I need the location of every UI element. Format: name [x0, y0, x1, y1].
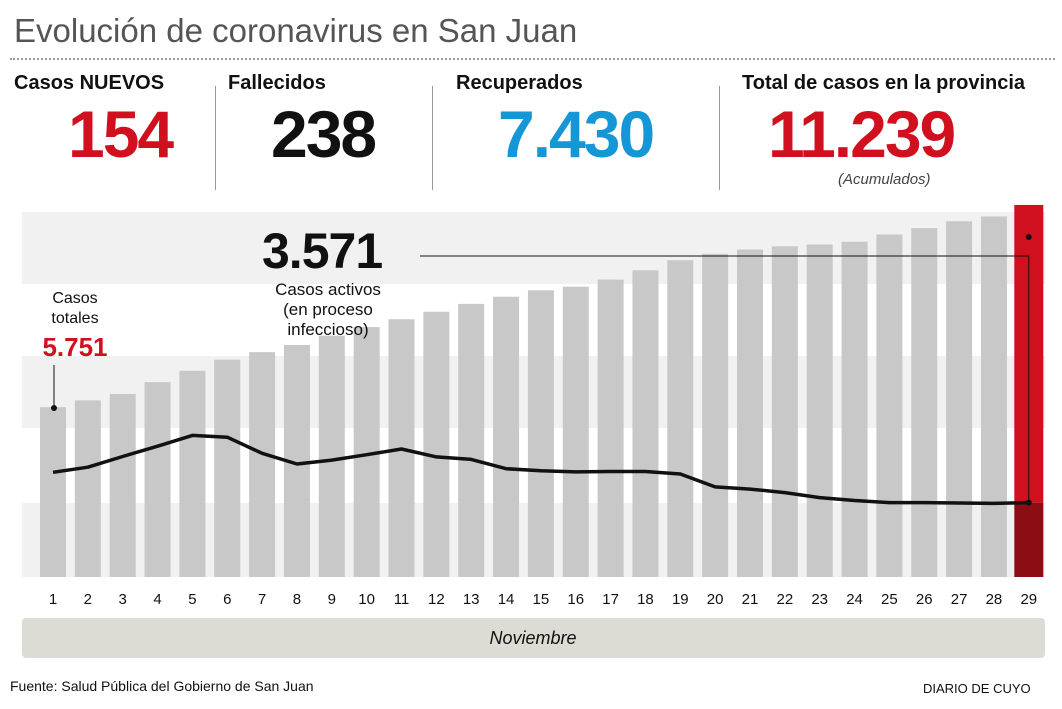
x-tick-label: 16 — [567, 591, 584, 608]
x-tick-label: 1 — [49, 591, 57, 608]
bar — [876, 234, 903, 577]
total-cases-label: Total de casos en la provincia — [742, 72, 1026, 94]
bar — [74, 400, 101, 577]
bar — [249, 352, 276, 577]
bar — [980, 216, 1007, 577]
x-tick-label: 10 — [358, 591, 375, 608]
x-tick-label: 23 — [811, 591, 828, 608]
first-total-label: totales — [51, 310, 98, 327]
bar — [109, 393, 136, 577]
stat-divider — [215, 86, 216, 190]
x-tick-label: 17 — [602, 591, 619, 608]
bar — [702, 253, 729, 577]
x-tick-label: 19 — [672, 591, 689, 608]
band-light — [22, 212, 1045, 284]
x-tick-label: 3 — [119, 591, 127, 608]
bar — [423, 311, 450, 577]
active-cases-label: infeccioso) — [287, 320, 368, 339]
x-tick-label: 25 — [881, 591, 898, 608]
bar — [179, 370, 206, 577]
deaths-label: Fallecidos — [228, 72, 326, 94]
x-tick-label: 15 — [533, 591, 550, 608]
x-tick-label: 22 — [777, 591, 794, 608]
recovered-value: 7.430 — [498, 97, 655, 171]
bar — [458, 303, 485, 577]
bar — [806, 244, 833, 577]
x-tick-label: 21 — [742, 591, 759, 608]
bar — [562, 286, 589, 577]
bar — [40, 407, 66, 577]
x-tick-label: 5 — [188, 591, 196, 608]
active-cases-value: 3.571 — [262, 223, 382, 279]
x-tick-label: 26 — [916, 591, 933, 608]
x-tick-label: 20 — [707, 591, 724, 608]
chart-title: Evolución de coronavirus en San Juan — [14, 12, 578, 49]
bar — [527, 290, 554, 577]
stat-divider — [719, 86, 720, 190]
x-tick-label: 24 — [846, 591, 863, 608]
active-cases-line — [52, 433, 1029, 506]
bar — [318, 335, 345, 577]
brand-logo: DIARIO DE CUYO — [923, 681, 1031, 696]
stat-divider — [432, 86, 433, 190]
bar — [493, 296, 520, 577]
bar — [597, 279, 624, 577]
x-tick-label: 13 — [463, 591, 480, 608]
x-tick-label: 8 — [293, 591, 301, 608]
new-cases-value: 154 — [68, 97, 174, 171]
x-tick-label: 27 — [951, 591, 968, 608]
total-marker — [1025, 233, 1032, 240]
x-tick-label: 29 — [1020, 591, 1037, 608]
x-axis-label: Noviembre — [489, 628, 576, 648]
bar — [737, 249, 763, 577]
active-cases-label: (en proceso — [283, 300, 373, 319]
bar — [771, 246, 798, 577]
first-total-value: 5.751 — [42, 332, 107, 362]
bar — [946, 221, 973, 577]
x-tick-label: 2 — [84, 591, 92, 608]
x-tick-label: 4 — [153, 591, 161, 608]
x-tick-label: 11 — [394, 591, 410, 608]
bar — [667, 260, 694, 577]
bar — [841, 241, 868, 578]
bar-highlight-active — [1014, 502, 1044, 577]
x-tick-label: 12 — [428, 591, 445, 608]
recovered-label: Recuperados — [456, 72, 583, 94]
month-band — [22, 618, 1045, 658]
bar — [632, 270, 659, 577]
x-tick-label: 6 — [223, 591, 231, 608]
x-tick-label: 28 — [986, 591, 1003, 608]
bar — [214, 359, 241, 577]
source-note: Fuente: Salud Pública del Gobierno de Sa… — [10, 678, 314, 694]
x-tick-label: 18 — [637, 591, 654, 608]
total-cases-value: 11.239 — [768, 97, 956, 171]
title-divider — [10, 58, 1055, 60]
deaths-value: 238 — [271, 97, 377, 171]
first-total-marker — [51, 405, 57, 411]
x-tick-label: 7 — [258, 591, 266, 608]
bar — [911, 228, 938, 577]
first-total-label: Casos — [52, 290, 97, 307]
x-tick-label: 14 — [498, 591, 515, 608]
active-cases-label: Casos activos — [275, 280, 381, 299]
bar — [144, 382, 171, 577]
accumulated-note: (Acumulados) — [838, 171, 931, 188]
x-tick-label: 9 — [328, 591, 336, 608]
new-cases-label: Casos NUEVOS — [14, 72, 165, 94]
